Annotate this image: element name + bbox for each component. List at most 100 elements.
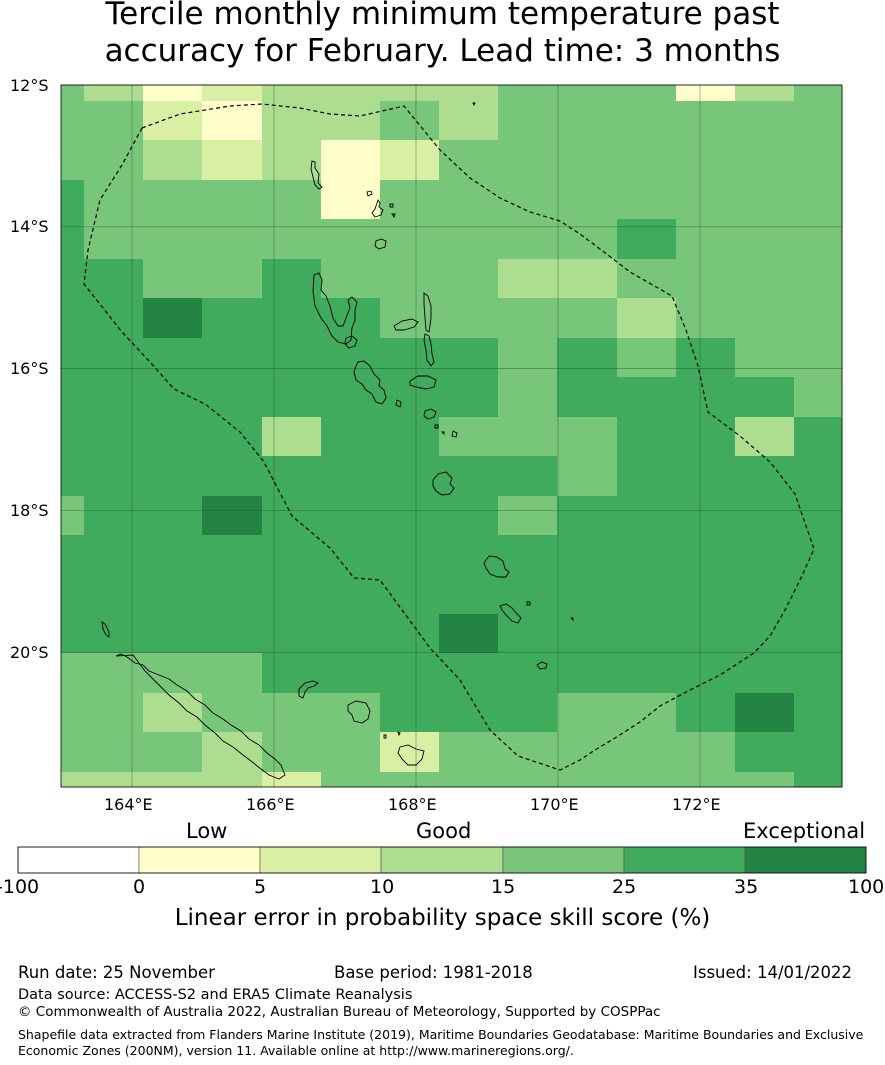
lat-label-18s: 18°S xyxy=(10,501,49,520)
skill-cell xyxy=(735,140,795,181)
skill-cell xyxy=(735,219,795,260)
island-banks-4 xyxy=(389,203,396,219)
skill-cell xyxy=(84,338,144,378)
skill-cell xyxy=(735,575,795,615)
skill-cell xyxy=(61,101,85,141)
skill-grid xyxy=(61,85,843,788)
island-santo xyxy=(312,272,358,345)
skill-cell xyxy=(735,298,795,339)
island-banks-3 xyxy=(371,198,384,218)
skill-cell xyxy=(321,417,381,457)
skill-cell xyxy=(262,298,322,339)
skill-cell xyxy=(143,732,203,773)
skill-cell xyxy=(262,653,322,694)
skill-cell xyxy=(61,377,85,418)
title-line-2: accuracy for February. Lead time: 3 mont… xyxy=(104,33,781,69)
legend-good: Good xyxy=(416,819,472,843)
skill-cell xyxy=(617,101,677,141)
skill-cell xyxy=(735,653,795,694)
skill-cell xyxy=(557,377,618,418)
skill-cell xyxy=(439,338,499,378)
island-mare xyxy=(397,744,425,766)
skill-cell xyxy=(794,693,843,733)
skill-cell xyxy=(794,496,843,536)
skill-cell xyxy=(735,180,795,220)
skill-cell xyxy=(143,259,203,299)
skill-cell xyxy=(794,732,843,773)
skill-cell xyxy=(84,693,144,733)
skill-cell xyxy=(617,140,677,181)
skill-cell xyxy=(380,338,440,378)
skill-cell xyxy=(439,772,499,788)
skill-cell xyxy=(498,180,558,220)
skill-cell xyxy=(676,101,736,141)
skill-cell xyxy=(557,298,618,339)
skill-cell xyxy=(498,101,558,141)
skill-cell xyxy=(735,101,795,141)
colorbar-axis-label: Linear error in probability space skill … xyxy=(174,905,711,931)
island-banks-1 xyxy=(310,160,323,190)
skill-cell xyxy=(676,338,736,378)
skill-cell xyxy=(61,85,85,102)
skill-cell xyxy=(321,219,381,260)
skill-cell xyxy=(557,85,618,102)
cb-tick-35: 35 xyxy=(734,876,759,898)
skill-cell xyxy=(439,535,499,576)
skill-cell xyxy=(794,259,843,299)
map-title: Tercile monthly minimum temperature past… xyxy=(0,0,885,70)
skill-cell xyxy=(61,417,85,457)
map-frame xyxy=(60,84,843,788)
skill-cell xyxy=(498,298,558,339)
colorbar xyxy=(17,846,867,874)
skill-cell xyxy=(735,693,795,733)
skill-cell xyxy=(143,85,203,102)
skill-cell xyxy=(84,614,144,654)
skill-cell xyxy=(61,535,85,576)
skill-cell xyxy=(439,140,499,181)
island-torres xyxy=(472,102,476,107)
skill-cell xyxy=(321,259,381,299)
skill-cell xyxy=(61,140,85,181)
skill-cell xyxy=(84,456,144,497)
island-belep xyxy=(101,621,110,638)
skill-cell xyxy=(439,298,499,339)
cb-tick-25: 25 xyxy=(612,876,637,898)
skill-cell xyxy=(557,180,618,220)
skill-cell xyxy=(557,259,618,299)
skill-cell xyxy=(84,732,144,773)
lon-label-166e: 166°E xyxy=(246,795,295,814)
island-epi xyxy=(423,408,437,420)
skill-cell xyxy=(202,140,263,181)
skill-cell xyxy=(262,85,322,102)
skill-cell xyxy=(676,653,736,694)
skill-cell xyxy=(202,496,263,536)
skill-cell xyxy=(321,496,381,536)
skill-cell xyxy=(61,653,85,694)
skill-cell xyxy=(617,614,677,654)
island-banks-2 xyxy=(366,190,373,197)
skill-cell xyxy=(262,535,322,576)
lat-label-12s: 12°S xyxy=(10,76,49,95)
skill-cell xyxy=(617,575,677,615)
skill-cell xyxy=(617,180,677,220)
island-malekula xyxy=(353,360,387,405)
skill-cell xyxy=(498,535,558,576)
skill-cell xyxy=(84,259,144,299)
colorbar-segment xyxy=(138,846,261,874)
skill-cell xyxy=(143,219,203,260)
island-aniwa xyxy=(526,601,574,622)
skill-cell xyxy=(617,338,677,378)
skill-cell xyxy=(143,180,203,220)
skill-cell xyxy=(143,693,203,733)
skill-cell xyxy=(202,653,263,694)
skill-cell xyxy=(262,101,322,141)
skill-cell xyxy=(202,693,263,733)
skill-cell xyxy=(321,85,381,102)
skill-cell xyxy=(735,535,795,576)
island-small-nc xyxy=(383,731,401,739)
skill-cell xyxy=(202,614,263,654)
lon-label-168e: 168°E xyxy=(388,795,437,814)
skill-cell xyxy=(84,496,144,536)
island-tanna xyxy=(499,603,522,624)
